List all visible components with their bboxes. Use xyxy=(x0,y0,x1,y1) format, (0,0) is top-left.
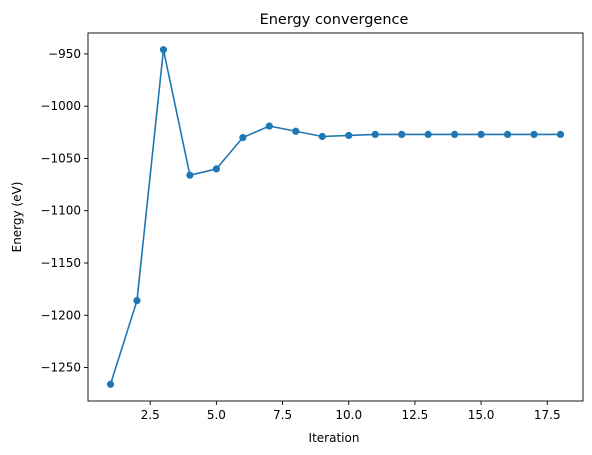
chart-title: Energy convergence xyxy=(260,12,409,28)
data-point xyxy=(212,165,220,173)
x-axis-label: Iteration xyxy=(309,431,360,445)
data-point xyxy=(477,130,485,139)
y-tick-label: −1100 xyxy=(40,204,81,218)
y-tick-label: −950 xyxy=(48,47,81,61)
series-line xyxy=(109,48,561,385)
y-axis: −950 −1000 −1050 −1100 −1150 −1200 −1250 xyxy=(40,47,88,375)
data-point xyxy=(159,46,168,54)
x-axis: 2.5 5.0 7.5 10.0 12.5 15.0 17.5 xyxy=(141,401,561,422)
x-tick-label: 17.5 xyxy=(534,408,561,422)
y-tick-label: −1000 xyxy=(40,99,81,113)
x-tick-label: 7.5 xyxy=(273,408,292,422)
x-tick-label: 5.0 xyxy=(207,408,226,422)
data-point xyxy=(292,127,300,135)
data-point xyxy=(106,380,115,388)
y-tick-label: −1250 xyxy=(40,361,81,375)
data-point xyxy=(556,130,565,139)
y-tick-label: −1200 xyxy=(40,308,81,322)
data-point xyxy=(186,171,194,179)
x-tick-label: 15.0 xyxy=(468,408,495,422)
data-point xyxy=(239,133,247,142)
data-point xyxy=(398,130,406,139)
data-point xyxy=(530,130,538,139)
data-point xyxy=(133,297,141,305)
x-tick-label: 12.5 xyxy=(402,408,429,422)
plot-area xyxy=(106,46,565,388)
x-tick-label: 10.0 xyxy=(335,408,362,422)
data-point xyxy=(371,130,379,139)
y-tick-label: −1150 xyxy=(40,256,81,270)
data-point xyxy=(265,122,273,130)
data-point xyxy=(345,131,353,140)
axes-frame xyxy=(87,32,584,402)
y-tick-label: −1050 xyxy=(40,151,81,165)
data-point xyxy=(318,132,326,141)
data-point xyxy=(503,130,512,139)
data-point xyxy=(451,130,459,139)
data-point xyxy=(424,130,432,139)
x-tick-label: 2.5 xyxy=(141,408,160,422)
y-axis-label: Energy (eV) xyxy=(10,182,24,253)
